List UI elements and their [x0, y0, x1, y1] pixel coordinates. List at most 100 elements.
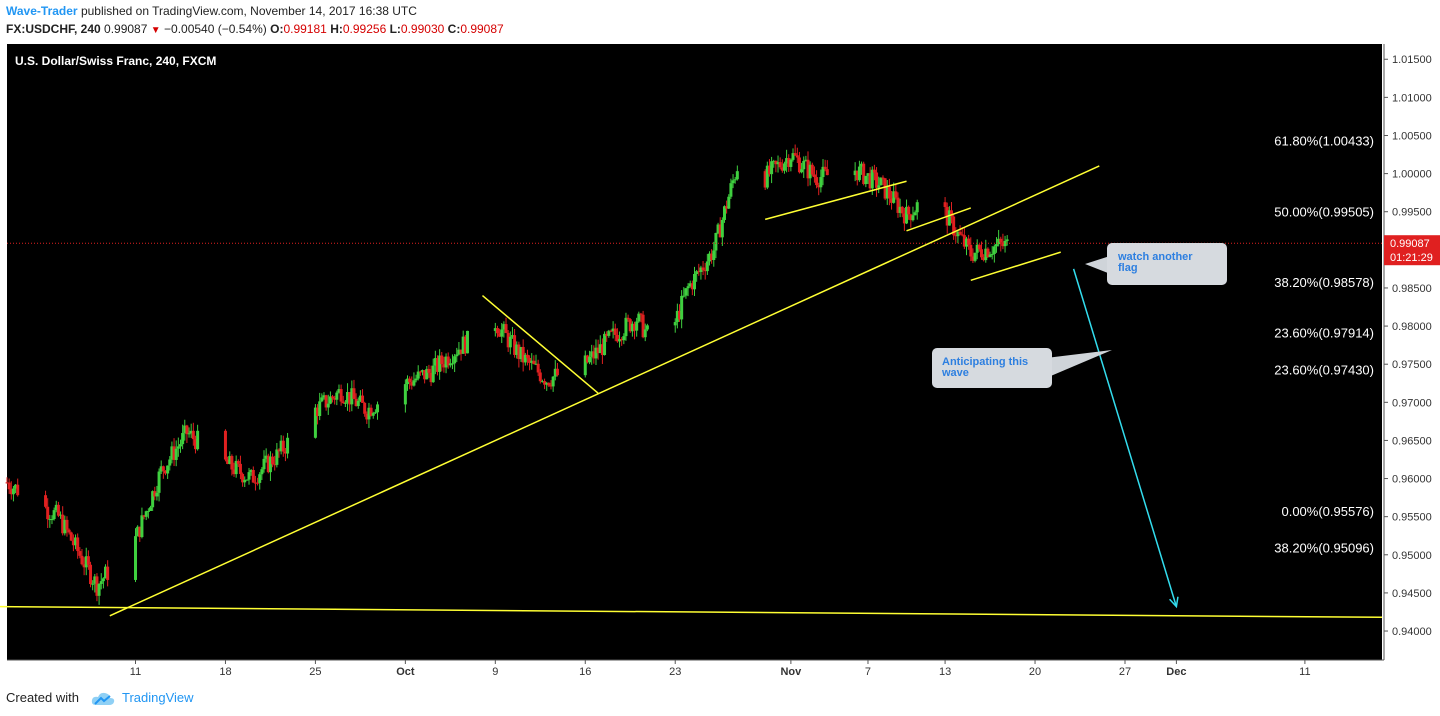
candle-body	[600, 344, 604, 356]
candle-down	[253, 475, 257, 491]
candle-up	[50, 515, 54, 525]
candle-body	[249, 470, 253, 473]
candle-body	[86, 556, 90, 565]
candle-body	[373, 412, 377, 414]
candle-body	[95, 576, 99, 596]
candle-up	[898, 198, 902, 218]
candle-up	[735, 165, 739, 181]
candle-up	[14, 484, 18, 494]
candle-body	[898, 206, 902, 213]
candle-up	[545, 381, 549, 391]
tradingview-link[interactable]: TradingView	[122, 690, 194, 705]
candle-down	[172, 438, 176, 467]
candle-up	[275, 443, 279, 468]
candle-up	[994, 237, 998, 253]
candle-up	[144, 510, 148, 521]
candle-body	[363, 402, 367, 414]
candle-body	[433, 358, 437, 366]
author-link[interactable]: Wave-Trader	[6, 4, 78, 18]
fib-level-label: 50.00%(0.99505)	[1274, 204, 1374, 219]
candle-down	[365, 411, 369, 424]
candle-body	[429, 372, 433, 383]
candle-body	[498, 333, 502, 337]
candle-body	[967, 238, 971, 245]
candle-body	[461, 336, 465, 354]
candle-body	[371, 413, 375, 416]
candle-up	[594, 339, 598, 366]
candle-body	[684, 288, 688, 296]
candle-body	[343, 402, 347, 404]
candle-body	[328, 396, 332, 404]
candle-down	[266, 453, 270, 474]
candle-body	[722, 206, 726, 220]
candle-up	[181, 424, 185, 450]
candle-body	[864, 175, 868, 185]
candle-body	[279, 440, 283, 452]
candle-body	[857, 166, 861, 181]
candle-body	[793, 153, 797, 156]
candle-body	[633, 323, 637, 331]
candle-body	[892, 191, 896, 203]
candle-up	[448, 358, 452, 368]
candle-body	[515, 344, 519, 355]
candle-body	[536, 363, 540, 373]
candle-down	[718, 217, 722, 238]
time-tick-label: 11	[1299, 666, 1310, 678]
candle-body	[699, 267, 703, 272]
candle-up	[318, 392, 322, 421]
candle-body	[545, 382, 549, 385]
candle-down	[78, 547, 82, 559]
candle-up	[403, 379, 407, 413]
candle-down	[495, 325, 499, 338]
fib-level-label: 0.00%(0.95576)	[1281, 504, 1374, 519]
fib-level-label: 61.80%(1.00433)	[1274, 134, 1374, 149]
price-tick-label: 0.95000	[1392, 550, 1432, 562]
candle-body	[947, 210, 951, 226]
candle-body	[815, 177, 819, 186]
candle-body	[408, 378, 412, 383]
time-tick-label: 18	[219, 666, 231, 678]
candle-down	[628, 318, 632, 333]
candle-down	[962, 227, 966, 250]
candle-up	[877, 176, 881, 194]
candle-down	[532, 355, 536, 365]
candle-up	[720, 217, 724, 247]
candle-body	[191, 430, 195, 440]
candle-up	[84, 547, 88, 576]
candle-down	[71, 534, 75, 552]
candle-body	[731, 180, 735, 184]
candle-down	[986, 247, 990, 259]
candle-body	[772, 160, 776, 162]
candle-up	[915, 199, 919, 220]
candle-body	[238, 463, 242, 474]
candle-body	[643, 329, 647, 338]
candle-body	[247, 472, 251, 480]
candle-up	[101, 577, 105, 589]
candle-up	[54, 500, 58, 513]
candle-body	[465, 330, 469, 354]
candle-body	[157, 471, 161, 493]
price-tick-label: 0.97000	[1392, 397, 1432, 409]
candle-down	[615, 328, 619, 343]
candle-up	[438, 349, 442, 380]
candle-body	[517, 344, 521, 360]
candle-body	[553, 368, 557, 377]
candle-up	[264, 448, 268, 463]
price-tick-label: 0.96500	[1392, 435, 1432, 447]
candle-down	[89, 561, 93, 588]
candle-body	[618, 338, 622, 342]
countdown-label: 01:21:29	[1390, 252, 1433, 264]
candle-body	[253, 482, 257, 484]
candle-body	[187, 433, 191, 435]
candle-body	[543, 381, 547, 385]
candle-down	[639, 312, 643, 323]
candle-body	[639, 313, 643, 315]
last-price: 0.99087	[104, 22, 148, 36]
candle-up	[48, 514, 52, 528]
trendline	[764, 180, 907, 221]
candle-body	[63, 519, 67, 534]
candle-up	[714, 232, 718, 259]
candle-body	[448, 363, 452, 366]
candle-body	[528, 357, 532, 363]
